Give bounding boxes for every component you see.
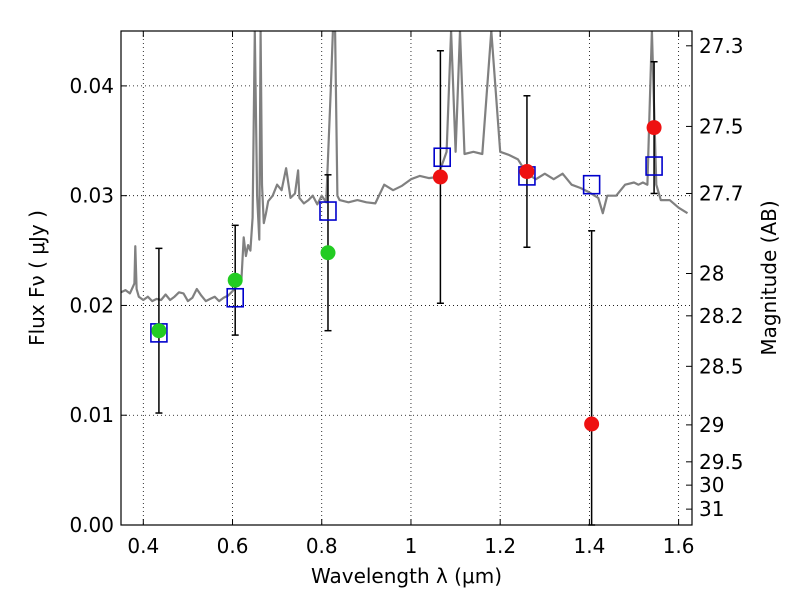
mag-tick-label: 28.2 [699,304,744,328]
plot-frame [120,30,693,526]
y-tick-label: 0.00 [69,513,114,537]
model-flux-square [645,156,663,176]
x-tick-label: 0.4 [127,534,159,558]
observed-flux-point [519,164,535,180]
observed-flux-point [432,169,448,185]
observed-flux-point [151,323,167,339]
mag-tick-label: 30 [699,473,724,497]
model-flux-square [433,147,451,168]
errorbar-layer [155,50,658,526]
x-tick-label: 1 [405,534,418,558]
x-tick-label: 1.6 [663,534,695,558]
y-tick-label: 0.03 [69,184,114,208]
mag-tick-label: 31 [699,497,724,521]
x-tick-label: 1.2 [484,534,516,558]
observed-flux-point [584,416,600,432]
y-tick-label: 0.02 [69,293,114,317]
model-flux-square [226,287,244,308]
model-flux-square [319,201,337,221]
mag-tick-label: 29 [699,413,724,437]
x-tick-label: 0.6 [217,534,249,558]
x-axis-label: Wavelength λ (μm) [311,564,502,588]
right-axis-label: Magnitude (AB) [757,200,781,355]
grid-lines [121,31,692,526]
spectrum-layer [121,31,689,303]
model-spectrum-line [121,31,689,303]
x-tick-label: 0.8 [306,534,338,558]
y-tick-label: 0.04 [69,74,114,98]
marker-layer [150,120,663,432]
mag-tick-label: 28.5 [699,354,744,378]
model-flux-square [582,174,601,195]
mag-tick-label: 27.7 [699,181,744,205]
observed-flux-point [227,272,243,288]
observed-flux-point [646,120,662,136]
mag-tick-label: 27.3 [699,34,744,58]
mag-tick-label: 27.5 [699,114,744,138]
mag-tick-label: 29.5 [699,450,744,474]
mag-tick-label: 28 [699,262,724,286]
axis-ticks: 0.4 0.6 0.8 1 1.2 1.4 1.6 0.00 0.01 0.02 0.03 0.04 2… [69,31,744,558]
y-axis-label: Flux Fν ( μJy ) [25,210,49,346]
x-tick-label: 1.4 [573,534,605,558]
observed-flux-point [320,245,336,261]
y-tick-label: 0.01 [69,403,114,427]
